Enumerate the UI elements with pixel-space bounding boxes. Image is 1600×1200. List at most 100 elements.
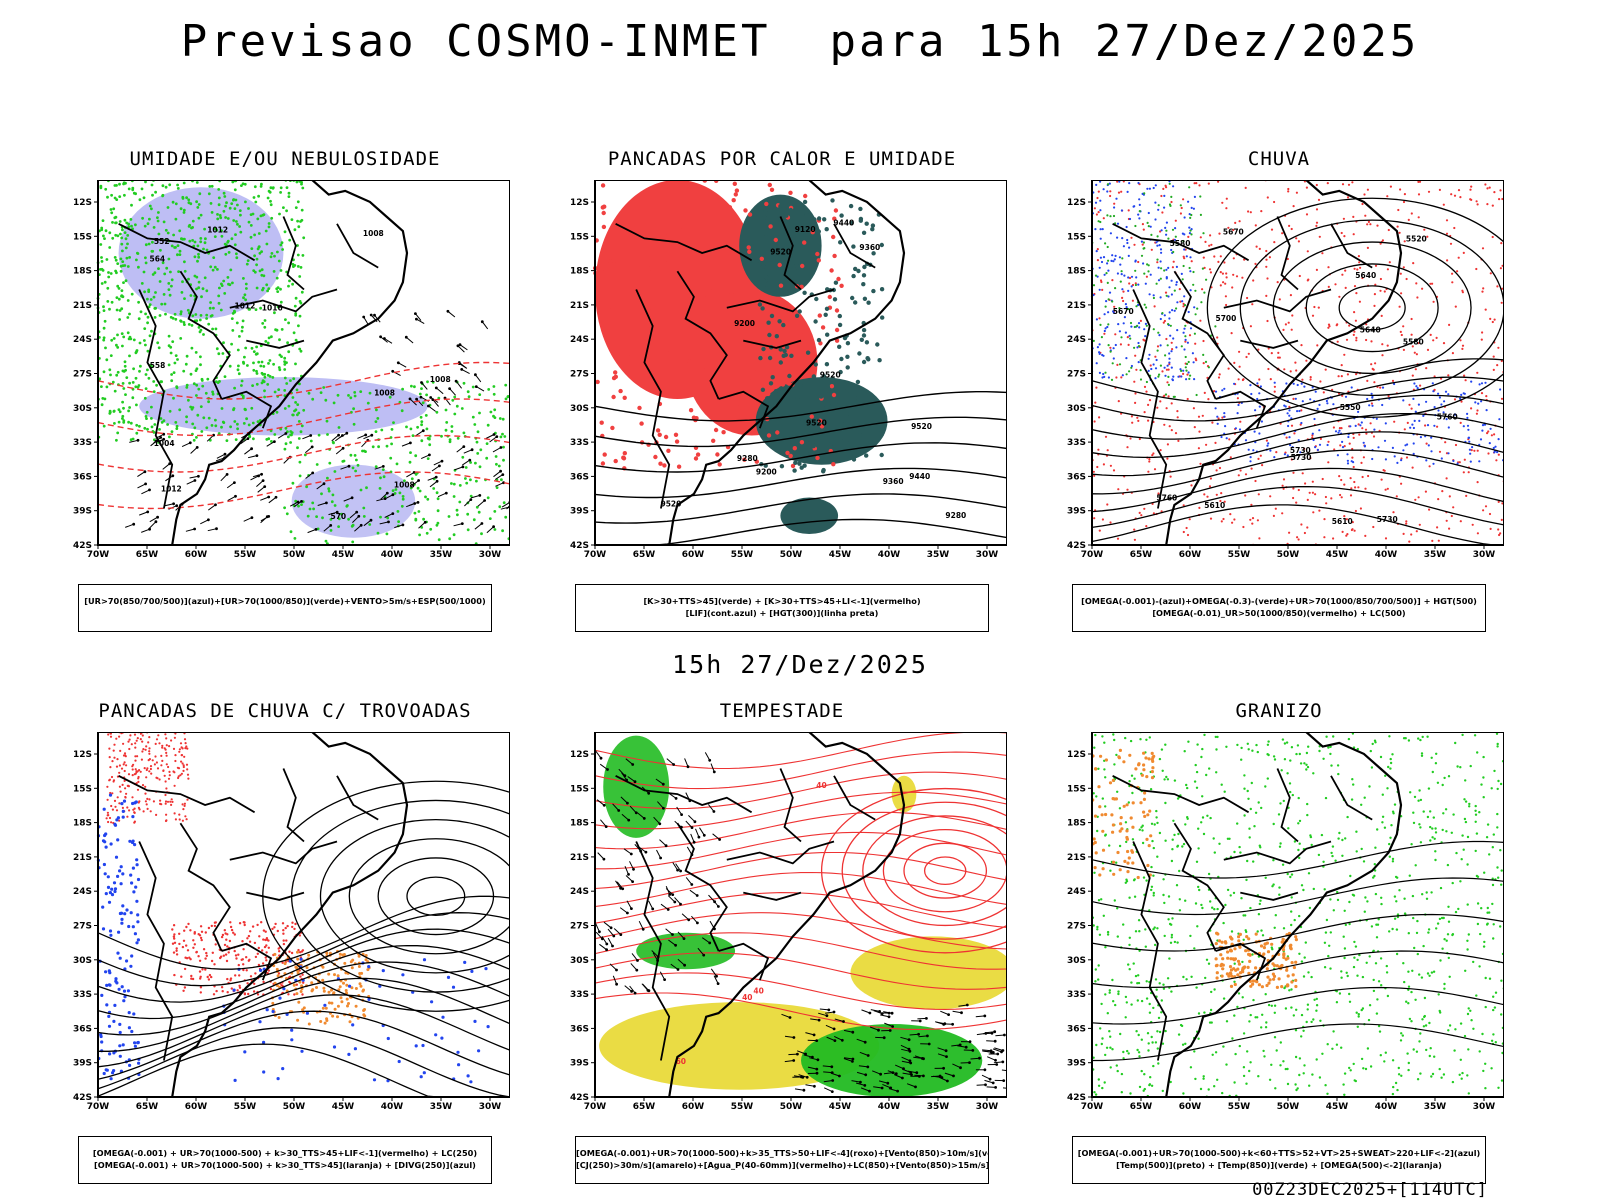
field-dot bbox=[1170, 429, 1173, 432]
field-dot bbox=[1119, 343, 1122, 346]
map-trovoadas[interactable]: 12S 15S 18S 21S 24S 27S 30S 33S 36S 39S 42S 70W 65W 6… bbox=[60, 731, 610, 1117]
field-dot bbox=[289, 441, 292, 444]
field-dot bbox=[283, 389, 287, 392]
wind-vector-head bbox=[907, 1038, 911, 1042]
field-dot bbox=[246, 364, 249, 367]
lon-label: 30W bbox=[479, 550, 502, 560]
field-dot bbox=[754, 365, 760, 371]
field-dot bbox=[197, 216, 201, 220]
field-dot bbox=[870, 223, 876, 228]
field-dot bbox=[1309, 398, 1312, 401]
field-dot bbox=[177, 775, 180, 778]
field-dot bbox=[239, 230, 243, 234]
field-dot bbox=[458, 500, 462, 504]
field-dot bbox=[1337, 375, 1340, 378]
field-dot bbox=[1187, 371, 1190, 374]
field-dot bbox=[110, 821, 113, 824]
field-dot bbox=[282, 206, 285, 209]
lat-label: 39S bbox=[1067, 507, 1086, 517]
field-dot bbox=[179, 312, 183, 316]
field-dot bbox=[1183, 248, 1186, 251]
field-dot bbox=[1163, 194, 1166, 197]
field-dot bbox=[462, 381, 466, 385]
field-dot bbox=[1410, 317, 1413, 321]
wind-vector-head bbox=[193, 479, 197, 482]
field-dot bbox=[1189, 327, 1193, 330]
field-dot bbox=[187, 777, 190, 780]
field-dot bbox=[146, 368, 149, 372]
field-dot bbox=[1140, 254, 1144, 257]
field-dot bbox=[296, 219, 299, 223]
field-dot bbox=[116, 874, 120, 878]
field-dot bbox=[1362, 456, 1365, 459]
wind-vector-head bbox=[263, 485, 267, 488]
field-dot bbox=[291, 925, 294, 929]
field-dot bbox=[764, 425, 770, 430]
map-umidade[interactable]: 1008 1008 1012 1012 1016 1008 1004 1008 1012 570 5… bbox=[60, 178, 515, 565]
field-dot bbox=[1496, 285, 1499, 288]
field-dot bbox=[1417, 403, 1420, 406]
field-dot bbox=[413, 385, 416, 389]
field-dot bbox=[106, 785, 109, 788]
field-dot bbox=[831, 234, 836, 240]
field-dot bbox=[1311, 386, 1314, 389]
field-dot bbox=[715, 259, 721, 265]
field-dot bbox=[1330, 497, 1333, 500]
wind-vector-head bbox=[421, 429, 425, 433]
field-dot bbox=[170, 739, 173, 742]
field-dot bbox=[254, 972, 257, 975]
field-dot bbox=[228, 206, 232, 210]
field-dot bbox=[1437, 409, 1440, 412]
field-dot bbox=[1122, 299, 1125, 303]
field-dot bbox=[1301, 472, 1304, 475]
field-dot bbox=[818, 394, 824, 399]
field-dot bbox=[1165, 233, 1168, 236]
field-dot bbox=[217, 352, 221, 356]
field-dot bbox=[665, 230, 671, 236]
field-dot bbox=[134, 742, 137, 745]
field-dot bbox=[465, 481, 469, 485]
field-dot bbox=[118, 220, 122, 223]
lat-label: 21S bbox=[73, 853, 92, 863]
field-dot bbox=[241, 325, 244, 329]
field-dot bbox=[1106, 449, 1109, 452]
field-dot bbox=[234, 438, 238, 441]
field-dot bbox=[121, 260, 125, 263]
wind-vector bbox=[421, 382, 428, 390]
field-dot bbox=[129, 337, 133, 341]
field-dot bbox=[1294, 397, 1297, 400]
field-dot bbox=[1300, 409, 1303, 412]
field-dot bbox=[258, 269, 262, 273]
field-dot bbox=[1374, 362, 1377, 365]
field-dot bbox=[1099, 209, 1102, 212]
field-dot bbox=[485, 442, 489, 445]
field-dot bbox=[157, 211, 160, 214]
field-dot bbox=[787, 373, 792, 379]
field-dot bbox=[180, 760, 183, 763]
field-dot bbox=[764, 201, 769, 207]
field-dot bbox=[256, 217, 260, 221]
field-dot bbox=[1352, 215, 1355, 218]
field-dot bbox=[422, 958, 427, 962]
map-chuva[interactable]: 5760 5730 5730 5760 5730 5700 5670 5640 5610 5580… bbox=[1054, 178, 1538, 565]
field-dot bbox=[1357, 423, 1360, 426]
field-dot bbox=[837, 403, 842, 408]
field-dot bbox=[1097, 190, 1100, 193]
field-dot bbox=[1225, 207, 1228, 210]
wind-vector bbox=[981, 1074, 991, 1080]
field-dot bbox=[1349, 425, 1352, 428]
field-dot bbox=[1238, 350, 1241, 353]
map-pancadas-calor[interactable]: 9520 9520 9520 9520 9520 9440 9440 9360 9360 9280… bbox=[557, 178, 1008, 565]
field-dot bbox=[655, 428, 661, 433]
wind-vector bbox=[992, 1048, 1002, 1053]
field-dot bbox=[102, 309, 106, 312]
field-dot bbox=[199, 936, 203, 940]
field-dot bbox=[504, 397, 508, 401]
field-dot bbox=[1168, 357, 1171, 360]
field-dot bbox=[180, 754, 183, 757]
field-dot bbox=[297, 437, 301, 440]
field-dot bbox=[1189, 229, 1192, 232]
map-tempestade[interactable]: 40 40 40 60 12S 15S 18S 21S 24S 27S 30S 33S 36S 39S 42… bbox=[557, 731, 1070, 1117]
field-dot bbox=[99, 243, 103, 246]
field-dot bbox=[1469, 188, 1472, 191]
